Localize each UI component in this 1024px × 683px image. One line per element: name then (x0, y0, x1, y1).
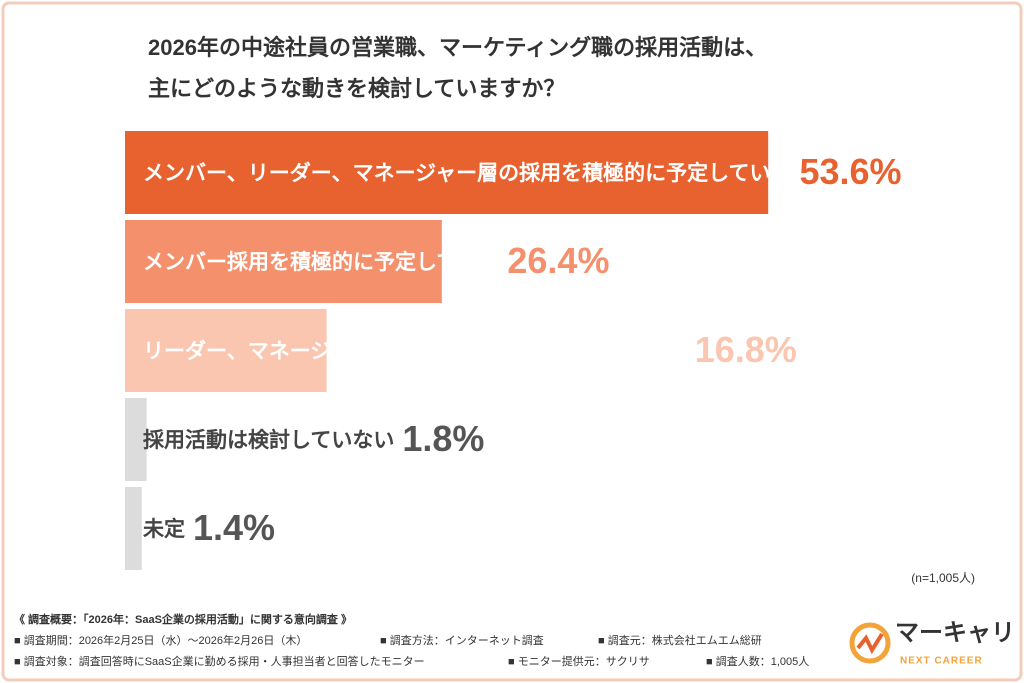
bar (125, 131, 769, 214)
value-label: 53.6% (799, 151, 901, 192)
sample-note: (n=1,005人) (911, 571, 975, 585)
bar (125, 309, 327, 392)
logo: マーキャリ NEXT CAREER (849, 619, 1015, 667)
logo-name: マーキャリ (895, 619, 1015, 646)
category-label: メンバー、リーダー、マネージャー層の採用を積極的に予定している (143, 161, 791, 185)
value-label: 1.8% (402, 418, 484, 459)
chart-title: 主にどのような動きを検討していますか？ (148, 76, 565, 101)
footer-item: ■ 調査期間：2026年2月25日（水）～2026年2月26日（木） (14, 633, 307, 647)
category-label: 未定 (143, 517, 185, 541)
bar (125, 220, 442, 303)
footer-item: ■ モニター提供元：サクリサ (508, 654, 650, 668)
logo-icon (856, 632, 884, 655)
value-label: 26.4% (507, 240, 609, 281)
category-label: 採用活動は検討していない (143, 428, 394, 452)
logo-icon (849, 622, 891, 664)
bar (125, 398, 147, 481)
footer-item: ■ 調査元：株式会社エムエム総研 (598, 633, 762, 647)
footer-item: ■ 調査人数：1,005人 (706, 654, 809, 668)
value-label: 1.4% (193, 507, 275, 548)
category-label: リーダー、マネージャー層の採用を積極的に予定している (143, 339, 687, 363)
value-label: 16.8% (695, 329, 797, 370)
footer-heading: 《 調査概要：「2026年：SaaS企業の採用活動」に関する意向調査 》 (14, 612, 352, 626)
footer-item: ■ 調査対象：調査回答時にSaaS企業に勤める採用・人事担当者と回答したモニター (14, 654, 425, 668)
category-label: メンバー採用を積極的に予定している (143, 250, 499, 274)
logo-tagline: NEXT CAREER (900, 656, 983, 667)
footer-item: ■ 調査方法：インターネット調査 (380, 633, 544, 647)
chart-title: 2026年の中途社員の営業職、マーケティング職の採用活動は、 (148, 35, 767, 60)
bar (125, 487, 142, 570)
